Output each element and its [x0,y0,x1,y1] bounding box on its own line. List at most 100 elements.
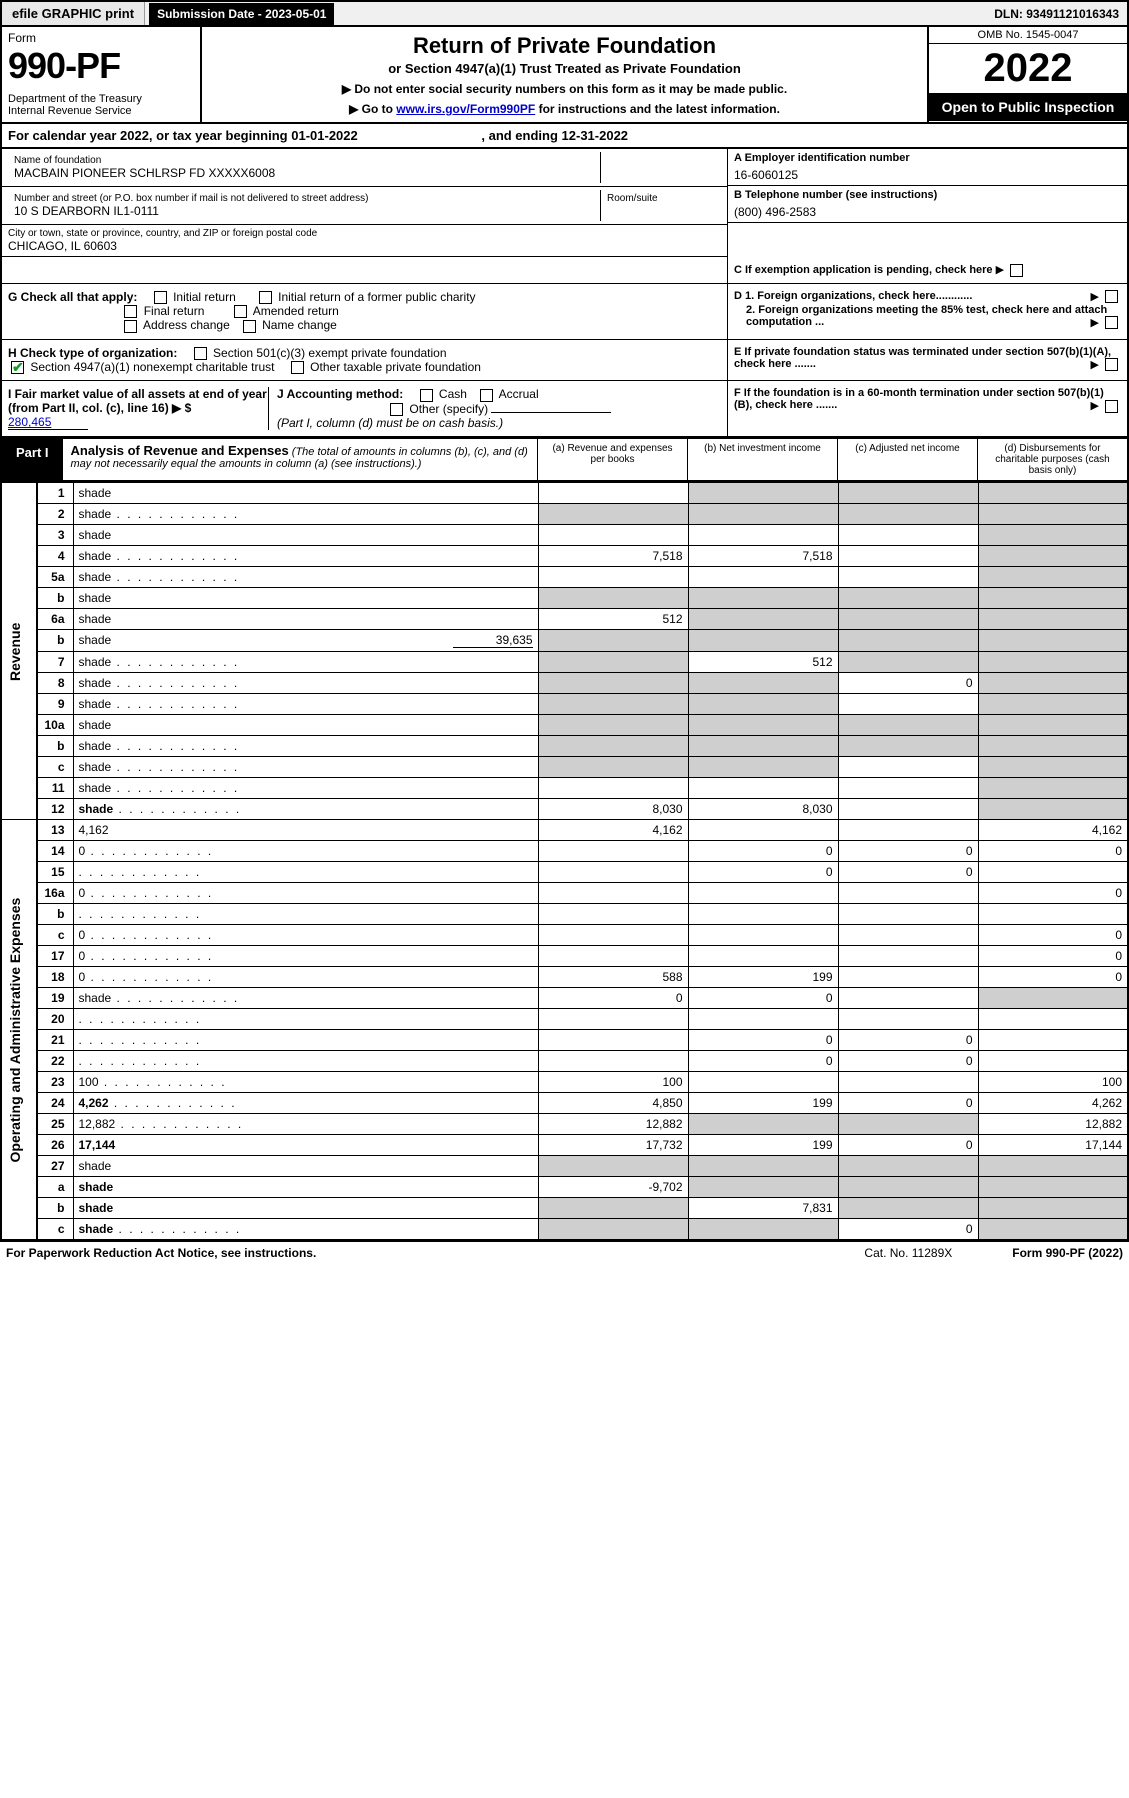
footer-mid: Cat. No. 11289X [864,1246,952,1260]
table-row: 1500 [1,862,1128,883]
checkbox-amended[interactable] [234,305,247,318]
phone-value: (800) 496-2583 [734,205,1121,219]
footer-left: For Paperwork Reduction Act Notice, see … [6,1246,316,1260]
checkbox-other-method[interactable] [390,403,403,416]
table-row: 4shade7,5187,518 [1,546,1128,567]
table-row: 23100100100 [1,1072,1128,1093]
col-a-header: (a) Revenue and expenses per books [537,439,687,480]
room-label: Room/suite [601,190,721,221]
calendar-year-row: For calendar year 2022, or tax year begi… [0,124,1129,149]
checkbox-address[interactable] [124,320,137,333]
page-footer: For Paperwork Reduction Act Notice, see … [0,1241,1129,1264]
department: Department of the Treasury Internal Reve… [8,93,194,117]
checkbox-f[interactable] [1105,400,1118,413]
city-label: City or town, state or province, country… [8,228,721,239]
instructions-link[interactable]: www.irs.gov/Form990PF [396,102,535,116]
item-d1: D 1. Foreign organizations, check here..… [734,290,972,302]
item-c: C If exemption application is pending, c… [734,264,993,276]
checkbox-d2[interactable] [1105,316,1118,329]
city-value: CHICAGO, IL 60603 [8,239,721,253]
table-row: bshade7,831 [1,1198,1128,1219]
table-row: 11shade [1,778,1128,799]
item-f: F If the foundation is in a 60-month ter… [734,387,1104,411]
table-row: 12shade8,0308,030 [1,799,1128,820]
checkbox-former[interactable] [259,291,272,304]
form-header: Form 990-PF Department of the Treasury I… [0,27,1129,124]
submission-date: Submission Date - 2023-05-01 [149,3,334,25]
item-h-label: H Check type of organization: [8,346,177,360]
foundation-name: MACBAIN PIONEER SCHLRSP FD XXXXX6008 [14,166,594,180]
ein-label: A Employer identification number [734,152,910,164]
table-row: 3shade [1,525,1128,546]
table-row: 1700 [1,946,1128,967]
table-row: ashade-9,702 [1,1177,1128,1198]
table-row: 2512,88212,88212,882 [1,1114,1128,1135]
table-row: 6ashade512 [1,609,1128,630]
checkbox-final[interactable] [124,305,137,318]
form-subtitle: or Section 4947(a)(1) Trust Treated as P… [212,61,917,76]
tax-year: 2022 [929,44,1127,93]
table-row: cshade [1,757,1128,778]
form-label: Form [8,31,194,45]
item-e: E If private foundation status was termi… [734,346,1111,370]
table-row: cshade0 [1,1219,1128,1241]
note-1: ▶ Do not enter social security numbers o… [212,82,917,96]
top-bar: efile GRAPHIC print Submission Date - 20… [0,0,1129,27]
table-row: 2200 [1,1051,1128,1072]
table-row: 2617,14417,732199017,144 [1,1135,1128,1156]
table-row: 27shade [1,1156,1128,1177]
table-row: bshade39,635 [1,630,1128,652]
ein-value: 16-6060125 [734,168,1121,182]
checkbox-c[interactable] [1010,264,1023,277]
checkbox-name[interactable] [243,320,256,333]
table-row: bshade [1,736,1128,757]
col-c-header: (c) Adjusted net income [837,439,977,480]
revenue-expense-table: Revenue1shade2shade3shade4shade7,5187,51… [0,482,1129,1241]
name-label: Name of foundation [14,155,594,166]
part-1-header: Part I Analysis of Revenue and Expenses … [0,438,1129,482]
table-row: 5ashade [1,567,1128,588]
checkbox-d1[interactable] [1105,290,1118,303]
table-row: 8shade0 [1,673,1128,694]
dln: DLN: 93491121016343 [986,3,1127,25]
table-row: Operating and Administrative Expenses134… [1,820,1128,841]
phone-label: B Telephone number (see instructions) [734,189,937,201]
table-row: 1805881990 [1,967,1128,988]
form-number: 990-PF [8,45,194,87]
table-row: c00 [1,925,1128,946]
open-to-public: Open to Public Inspection [929,93,1127,121]
checkbox-4947[interactable] [11,361,24,374]
checkbox-e[interactable] [1105,358,1118,371]
table-row: 10ashade [1,715,1128,736]
item-d2: 2. Foreign organizations meeting the 85%… [746,304,1107,328]
checkbox-accrual[interactable] [480,389,493,402]
item-g-label: G Check all that apply: [8,290,137,304]
table-row: 16a00 [1,883,1128,904]
table-row: 9shade [1,694,1128,715]
table-row: 2100 [1,1030,1128,1051]
form-title: Return of Private Foundation [212,33,917,59]
item-j-note: (Part I, column (d) must be on cash basi… [277,416,503,430]
efile-button[interactable]: efile GRAPHIC print [2,2,145,25]
part-tag: Part I [2,439,63,480]
info-grid: Name of foundation MACBAIN PIONEER SCHLR… [0,149,1129,257]
item-i-label: I Fair market value of all assets at end… [8,387,267,415]
omb-number: OMB No. 1545-0047 [929,27,1127,44]
table-row: Revenue1shade [1,483,1128,504]
fmv-link[interactable]: 280,465 [8,415,88,430]
item-j-label: J Accounting method: [277,387,403,401]
table-row: bshade [1,588,1128,609]
checkbox-other-taxable[interactable] [291,361,304,374]
footer-right: Form 990-PF (2022) [1012,1246,1123,1260]
table-row: 140000 [1,841,1128,862]
table-row: 7shade512 [1,652,1128,673]
table-row: 19shade00 [1,988,1128,1009]
addr-label: Number and street (or P.O. box number if… [14,193,594,204]
part-title: Analysis of Revenue and Expenses [71,443,289,458]
street-address: 10 S DEARBORN IL1-0111 [14,204,594,218]
checkbox-cash[interactable] [420,389,433,402]
checkbox-501c3[interactable] [194,347,207,360]
col-b-header: (b) Net investment income [687,439,837,480]
checkbox-initial[interactable] [154,291,167,304]
table-row: 20 [1,1009,1128,1030]
